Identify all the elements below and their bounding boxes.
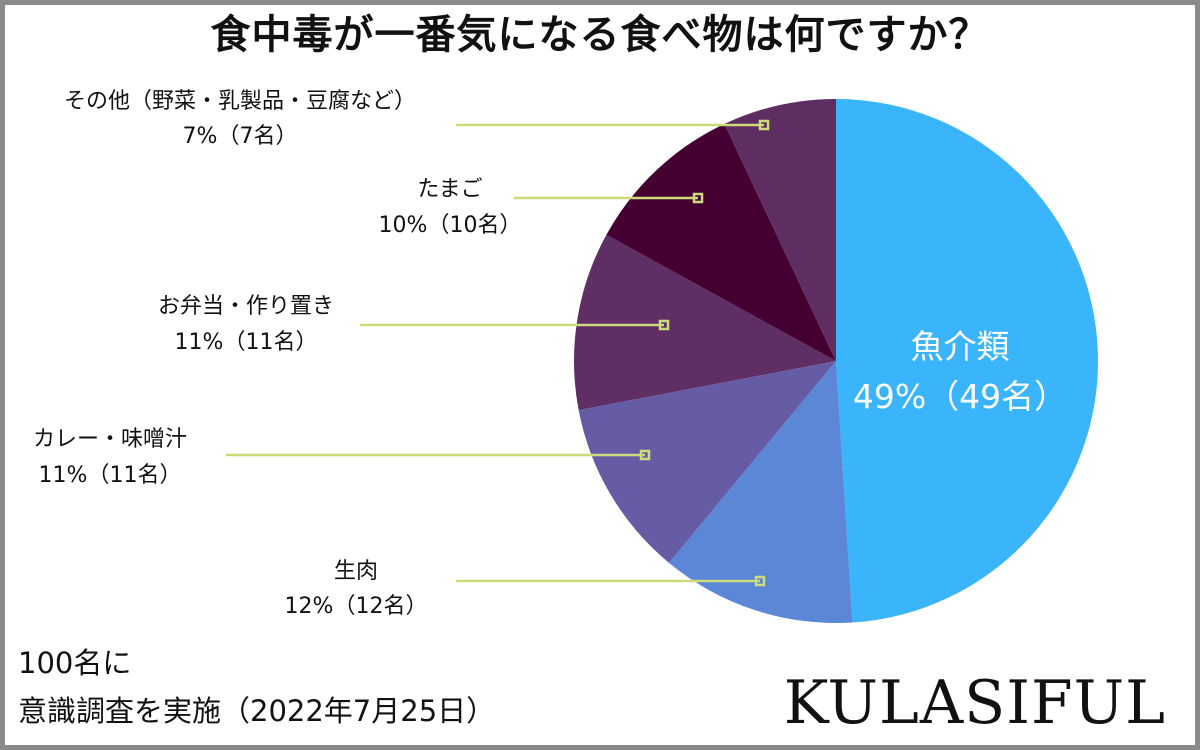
pie-slice-2 [668,361,853,623]
slice-label-value: 11%（11名） [175,330,318,355]
pie-slice-4 [574,234,836,411]
brand-logo-text: KULASIFUL [783,668,1166,738]
slice-label-name: その他（野菜・乳製品・豆腐など） [64,89,416,114]
leader-marker [754,575,766,587]
pie-slice-3 [578,361,836,563]
pie-slice-1 [836,98,1099,623]
footnote-line-2: 意識調査を実施（2022年7月25日） [18,694,496,728]
footnote-line-1: 100名に [18,646,132,680]
slice-label-value: 12%（12名） [285,594,428,619]
leader-marker [658,319,670,331]
slice-label-name: 生肉 [334,559,378,584]
chart-title: 食中毒が一番気になる食べ物は何ですか？ [210,12,990,58]
slice-label-name: お弁当・作り置き [158,294,334,319]
slice-label-value: 11%（11名） [39,463,182,488]
leader-marker [758,119,770,131]
slice-label-value: 10%（10名） [379,213,522,238]
leader-marker [639,449,651,461]
pie-slice-6 [724,99,836,361]
slice-label-name: たまご [417,177,482,202]
slice-label-value: 49%（49名） [853,377,1067,416]
slice-label-name: 魚介類 [911,327,1010,366]
slice-label-name: カレー・味噌汁 [33,427,187,452]
leader-marker [692,192,704,204]
slice-label-value: 7%（7名） [183,124,298,149]
pie-slice-5 [606,123,836,362]
